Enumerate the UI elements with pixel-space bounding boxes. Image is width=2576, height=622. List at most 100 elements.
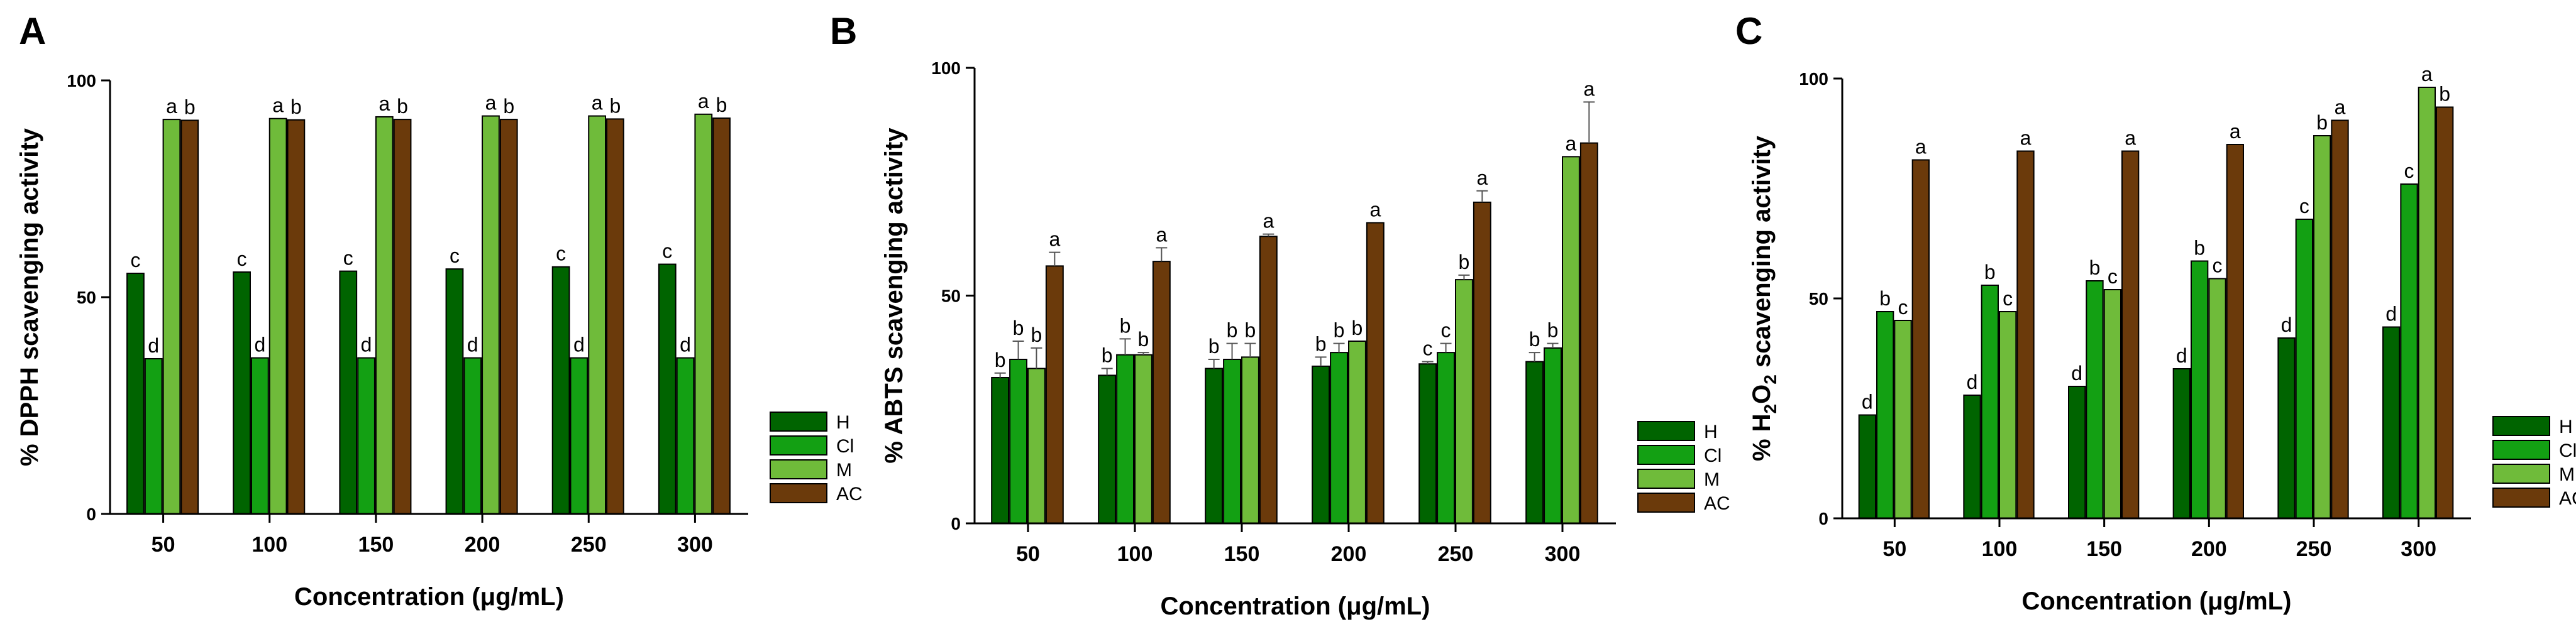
significance-label: a — [1915, 136, 1926, 158]
legend-label: Cl — [2559, 440, 2576, 461]
significance-label: b — [1315, 332, 1327, 355]
legend-swatch-AC — [2492, 488, 2550, 508]
bar-H-250 — [1418, 363, 1437, 524]
bar-Cl-300 — [1544, 347, 1562, 524]
significance-label: b — [1459, 251, 1470, 273]
legend-swatch-AC — [1637, 493, 1695, 513]
bar-AC-250 — [2331, 119, 2349, 519]
legend-label: H — [836, 412, 850, 433]
bar-AC-100 — [287, 119, 306, 515]
bar-AC-50 — [1045, 265, 1064, 524]
significance-label: a — [166, 95, 177, 117]
x-tick-label: 50 — [152, 533, 175, 557]
bar-Cl-250 — [1437, 352, 1456, 524]
bar-M-50 — [1027, 368, 1046, 524]
bar-H-150 — [339, 270, 358, 515]
legend-label: AC — [836, 484, 863, 505]
bar-M-200 — [482, 115, 500, 515]
significance-label: b — [1334, 319, 1345, 342]
y-tick-label: 50 — [941, 286, 961, 306]
y-tick-label: 50 — [1809, 289, 1828, 308]
significance-label: c — [2404, 160, 2414, 182]
significance-label: d — [361, 334, 372, 356]
bar-H-50 — [991, 377, 1010, 524]
x-tick-label: 50 — [1882, 537, 1906, 561]
bar-Cl-250 — [570, 357, 589, 515]
y-tick-label: 0 — [1818, 509, 1828, 528]
panel-letter: A — [19, 10, 46, 52]
significance-label: c — [1423, 337, 1433, 360]
significance-label: c — [130, 249, 140, 271]
x-tick-label: 200 — [1331, 542, 1367, 566]
bar-H-100 — [1963, 395, 1981, 519]
significance-label: a — [592, 92, 603, 114]
bar-H-250 — [551, 266, 570, 515]
bar-Cl-50 — [1876, 311, 1894, 519]
bar-Cl-300 — [2400, 183, 2418, 519]
x-tick-label: 50 — [1016, 542, 1040, 566]
legend-swatch-AC — [770, 483, 827, 503]
bar-AC-250 — [606, 118, 624, 515]
bar-Cl-150 — [2086, 280, 2104, 519]
y-tick-label: 0 — [86, 505, 96, 524]
bar-M-300 — [2418, 87, 2436, 519]
significance-label: d — [1967, 371, 1978, 393]
bar-Cl-50 — [1009, 359, 1027, 524]
x-tick-label: 150 — [1224, 542, 1260, 566]
significance-label: c — [237, 248, 247, 270]
significance-label: c — [1898, 296, 1908, 319]
x-tick-label: 200 — [465, 533, 500, 557]
legend-label: H — [2559, 417, 2573, 437]
significance-label: c — [556, 243, 566, 265]
x-tick-label: 250 — [1438, 542, 1474, 566]
legend-swatch-M — [2492, 464, 2550, 484]
significance-label: a — [272, 94, 284, 117]
significance-label: b — [2089, 256, 2101, 279]
bar-H-50 — [126, 273, 145, 515]
significance-label: d — [2176, 344, 2187, 367]
significance-label: d — [2071, 362, 2082, 385]
legend-swatch-Cl — [2492, 440, 2550, 460]
significance-label: c — [343, 247, 353, 270]
significance-label: a — [1049, 228, 1060, 251]
significance-label: d — [467, 334, 478, 356]
x-tick-label: 250 — [571, 533, 607, 557]
bar-Cl-100 — [1981, 285, 1999, 519]
significance-label: a — [1476, 166, 1488, 189]
legend-swatch-Cl — [1637, 445, 1695, 465]
significance-label: a — [1263, 210, 1274, 232]
bar-M-200 — [1348, 341, 1366, 524]
significance-label: b — [1352, 317, 1363, 339]
legend-label: Cl — [1704, 445, 1722, 466]
bar-Cl-100 — [250, 357, 269, 515]
panel-letter: C — [1735, 10, 1762, 52]
y-tick-label: 100 — [67, 71, 96, 90]
bar-H-200 — [1312, 365, 1330, 524]
bar-M-50 — [162, 119, 181, 515]
x-tick-label: 300 — [2401, 537, 2436, 561]
legend-label: M — [2559, 464, 2575, 485]
bar-H-200 — [2172, 368, 2191, 519]
bar-AC-300 — [2436, 106, 2454, 519]
x-axis-title: Concentration (μg/mL) — [2022, 587, 2292, 615]
x-tick-label: 100 — [1982, 537, 2018, 561]
x-tick-label: 200 — [2191, 537, 2227, 561]
significance-label: c — [1441, 319, 1451, 342]
bar-M-250 — [1455, 279, 1473, 524]
legend-label: M — [1704, 469, 1720, 490]
bar-H-100 — [233, 271, 251, 515]
bar-Cl-200 — [1330, 352, 1349, 524]
legend-swatch-M — [770, 459, 827, 479]
significance-label: b — [184, 95, 196, 118]
significance-label: a — [2020, 127, 2032, 150]
legend: H Cl M AC — [770, 412, 863, 505]
y-tick-label: 50 — [77, 288, 96, 307]
legend-swatch-M — [1637, 469, 1695, 489]
significance-label: b — [1547, 319, 1559, 342]
bar-AC-200 — [2226, 144, 2245, 519]
bar-M-100 — [1134, 354, 1153, 524]
bar-AC-100 — [1152, 261, 1171, 524]
significance-label: b — [1529, 328, 1540, 351]
y-axis-title: % H2O2 scavenging activity — [1748, 135, 1780, 461]
legend-label: Cl — [836, 436, 854, 457]
